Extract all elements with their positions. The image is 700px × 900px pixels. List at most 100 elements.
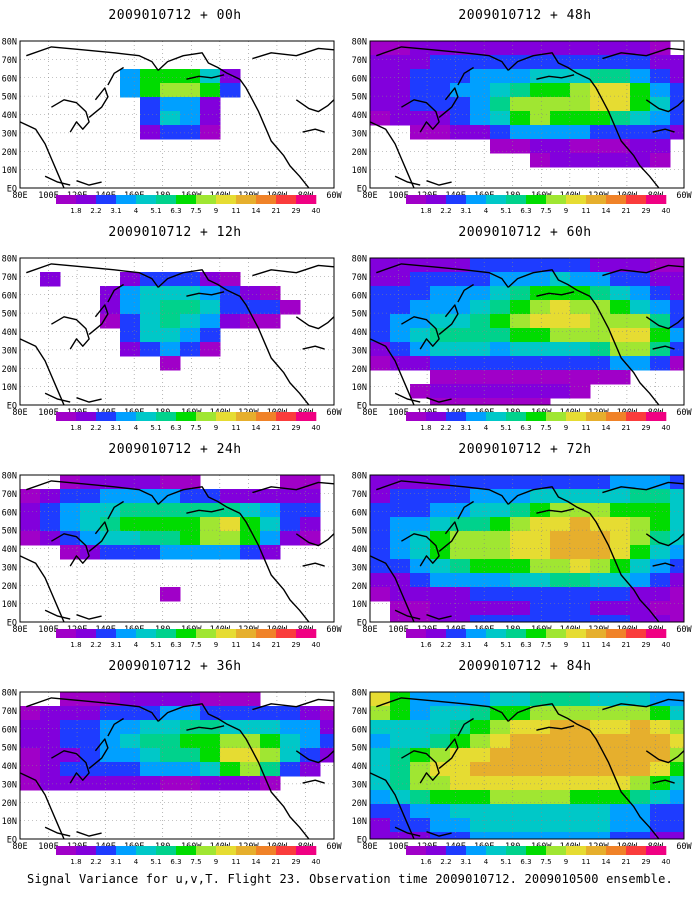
field-cell: [550, 573, 571, 588]
field-cell: [610, 706, 631, 721]
colorbar-label: 5.1: [500, 641, 511, 649]
lat-tick-label: 60N: [352, 508, 367, 518]
field-cell: [650, 615, 671, 623]
field-cell: [490, 615, 511, 623]
coastline: [438, 304, 459, 335]
field-cell: [450, 601, 471, 616]
field-cell: [220, 272, 241, 287]
coastline: [88, 304, 109, 335]
coastline: [507, 269, 591, 297]
field-cell: [630, 272, 651, 287]
panel-title: 2009010712 + 72h: [458, 442, 592, 457]
field-cell: [260, 720, 281, 735]
field-cell: [590, 55, 611, 70]
colorbar-label: 40: [312, 424, 321, 432]
coastline: [157, 269, 241, 297]
field-cell: [570, 601, 591, 616]
field-cell: [390, 790, 411, 805]
lat-tick-label: 10N: [2, 166, 17, 176]
colorbar-label: 5.1: [150, 858, 161, 866]
field-cell: [530, 559, 551, 574]
map-plot: 80N70N60N50N40N30N20N10NEQ80E100E120E140…: [352, 255, 693, 433]
field-cell: [510, 83, 531, 98]
field-cell: [570, 55, 591, 70]
coastline: [602, 481, 685, 494]
lat-tick-label: 80N: [352, 255, 367, 265]
field-cell: [490, 601, 511, 616]
field-cell: [470, 748, 491, 763]
field-cell: [590, 762, 611, 777]
colorbar-label: 2.2: [90, 424, 101, 432]
lat-tick-label: 10N: [352, 600, 367, 610]
colorbar-label: 9: [564, 424, 568, 432]
field-cell: [510, 531, 531, 546]
field-cell: [430, 517, 451, 532]
colorbar-swatch: [426, 195, 447, 204]
field-cell: [160, 356, 181, 371]
field-cell: [510, 762, 531, 777]
colorbar-swatch: [56, 629, 77, 638]
field-cell: [430, 531, 451, 546]
field-cell: [530, 776, 551, 791]
field-cell: [490, 790, 511, 805]
field-cell: [550, 300, 571, 315]
field-cell: [140, 83, 161, 98]
colorbar-label: 11: [232, 858, 241, 866]
field-cell: [530, 370, 551, 385]
field-cell: [430, 790, 451, 805]
field-cell: [20, 706, 41, 721]
colorbar-label: 2.2: [90, 207, 101, 215]
field-cell: [570, 153, 591, 168]
field-cell: [590, 559, 611, 574]
field-cell: [610, 83, 631, 98]
field-cell: [650, 153, 671, 168]
field-cell: [390, 573, 411, 588]
field-cell: [370, 475, 391, 490]
field-cell: [430, 97, 451, 112]
field-cell: [180, 748, 201, 763]
coastline: [302, 779, 325, 784]
field-cell: [160, 69, 181, 84]
field-cell: [410, 804, 431, 819]
colorbar-label: 1.8: [420, 207, 431, 215]
coastline: [88, 738, 109, 769]
field-cell: [450, 328, 471, 343]
field-cell: [370, 587, 391, 602]
lat-tick-label: 50N: [2, 310, 17, 320]
field-cell: [630, 328, 651, 343]
field-cell: [470, 559, 491, 574]
coastline: [652, 128, 675, 133]
lat-tick-label: 10N: [2, 600, 17, 610]
map-panel-24h: 2009010712 + 24h 80N 70N 60N 50N 40N 30N 20N 10…: [2, 442, 345, 657]
colorbar-swatch: [546, 195, 567, 204]
field-cell: [670, 615, 685, 623]
coastline: [26, 480, 159, 505]
field-cell: [450, 545, 471, 560]
colorbar-swatch: [626, 846, 647, 855]
field-cell: [650, 818, 671, 833]
lat-tick-label: EQ: [357, 402, 367, 412]
field-cell: [570, 832, 591, 840]
lon-tick-label: 60W: [676, 191, 692, 201]
field-cell: [530, 573, 551, 588]
field-cell: [650, 531, 671, 546]
field-cell: [610, 601, 631, 616]
field-cell: [100, 517, 121, 532]
field-cell: [120, 314, 141, 329]
field-cell: [510, 314, 531, 329]
field-cell: [610, 342, 631, 357]
coastline: [26, 46, 159, 71]
colorbar-label: 40: [662, 424, 671, 432]
field-cell: [80, 475, 101, 490]
field-cell: [670, 258, 685, 273]
field-cell: [550, 503, 571, 518]
field-cell: [590, 832, 611, 840]
map-frame: [369, 40, 685, 189]
field-cell: [570, 384, 591, 399]
coastline: [369, 555, 415, 623]
field-cell: [590, 258, 611, 273]
field-cell: [550, 111, 571, 126]
coastline: [401, 99, 440, 133]
field-cell: [550, 734, 571, 749]
coastline: [252, 481, 335, 494]
